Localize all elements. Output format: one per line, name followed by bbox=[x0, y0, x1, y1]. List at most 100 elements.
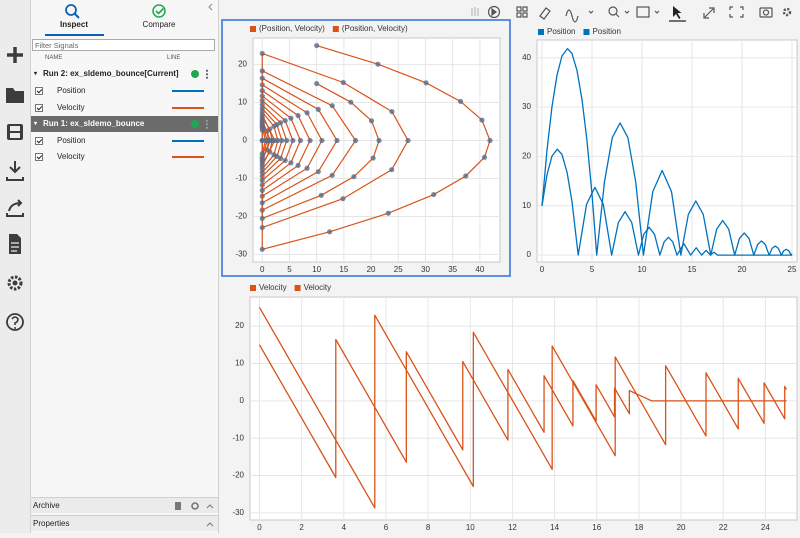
phase-marker bbox=[351, 174, 357, 180]
phase-marker bbox=[318, 192, 324, 198]
caret: ▾ bbox=[34, 71, 38, 77]
properties-section[interactable]: Properties bbox=[31, 515, 218, 531]
signal-name: Velocity bbox=[57, 103, 85, 112]
x-tick-label: 20 bbox=[738, 265, 747, 274]
x-tick-label: 10 bbox=[312, 265, 321, 274]
tab[interactable]: Compare bbox=[142, 20, 176, 29]
phase-marker bbox=[259, 50, 265, 57]
x-tick-label: 4 bbox=[342, 523, 347, 532]
phase-marker bbox=[389, 167, 395, 173]
menu[interactable] bbox=[206, 69, 208, 79]
phase-marker bbox=[463, 173, 469, 179]
checkbox[interactable] bbox=[35, 137, 43, 145]
filter-input[interactable]: Filter Signals bbox=[32, 39, 215, 51]
section-label: Archive bbox=[33, 501, 60, 510]
x-tick-label: 20 bbox=[367, 265, 376, 274]
archive-section[interactable]: Archive bbox=[31, 497, 218, 513]
phase-marker bbox=[304, 165, 310, 171]
phase-marker bbox=[259, 75, 265, 81]
x-tick-label: 40 bbox=[475, 265, 484, 274]
phase-marker bbox=[423, 80, 429, 86]
y-tick-label: 10 bbox=[522, 201, 531, 210]
line-swatch bbox=[172, 156, 204, 158]
x-tick-label: 2 bbox=[299, 523, 304, 532]
y-tick-label: 10 bbox=[238, 98, 247, 107]
run-row[interactable]: ▾ Run 2: ex_sldemo_bounce[Current] bbox=[31, 66, 218, 82]
checkbox[interactable] bbox=[35, 104, 43, 112]
x-tick-label: 15 bbox=[688, 265, 697, 274]
phase-marker bbox=[259, 88, 265, 94]
phase-marker bbox=[314, 80, 320, 87]
phase-marker bbox=[307, 137, 313, 144]
tab[interactable]: Inspect bbox=[59, 20, 88, 29]
x-tick-label: 12 bbox=[508, 523, 517, 532]
x-tick-label: 6 bbox=[384, 523, 389, 532]
series-line bbox=[258, 307, 788, 509]
signal-row[interactable]: Position bbox=[31, 83, 218, 99]
y-tick-label: 0 bbox=[243, 136, 248, 145]
y-tick-label: 40 bbox=[522, 53, 531, 62]
caret: ▾ bbox=[34, 121, 38, 127]
signal-name: Velocity bbox=[57, 152, 85, 161]
phase-marker bbox=[259, 224, 265, 231]
x-tick-label: 16 bbox=[592, 523, 601, 532]
icon-bar-icons bbox=[6, 47, 24, 331]
toolbar bbox=[471, 5, 792, 23]
x-tick-label: 20 bbox=[677, 523, 686, 532]
signal-row[interactable]: Position bbox=[31, 133, 218, 149]
line-swatch bbox=[172, 107, 204, 109]
signal-name: Position bbox=[57, 86, 86, 95]
phase-marker bbox=[368, 118, 375, 124]
phase-marker bbox=[295, 162, 301, 169]
legend-label: Velocity bbox=[259, 283, 287, 292]
x-tick-label: 0 bbox=[540, 265, 545, 274]
y-tick-label: -20 bbox=[232, 471, 244, 480]
phase-marker bbox=[314, 42, 320, 49]
phase-marker bbox=[376, 137, 382, 144]
phase-marker bbox=[284, 137, 290, 144]
phase-marker bbox=[259, 215, 265, 222]
legend-swatch bbox=[583, 29, 590, 35]
signal-row[interactable]: Velocity bbox=[31, 100, 218, 116]
run-row[interactable]: ▾ Run 1: ex_sldemo_bounce bbox=[31, 116, 218, 132]
y-tick-label: -30 bbox=[232, 508, 244, 517]
legend-swatch bbox=[294, 285, 301, 291]
column-header: LINE bbox=[167, 55, 181, 61]
phase-marker bbox=[259, 158, 265, 164]
icon-bar bbox=[0, 0, 31, 533]
phase-marker bbox=[282, 157, 288, 164]
line-swatch bbox=[172, 90, 204, 92]
phase-marker bbox=[259, 137, 265, 144]
phase-marker bbox=[479, 117, 485, 123]
phase-marker bbox=[259, 98, 265, 104]
phase-marker bbox=[329, 103, 335, 109]
phase-marker bbox=[274, 153, 280, 160]
checkbox[interactable] bbox=[35, 153, 43, 161]
status-dot bbox=[191, 70, 199, 78]
phase-marker bbox=[274, 121, 280, 128]
checkbox[interactable] bbox=[35, 87, 43, 95]
phase-marker bbox=[259, 105, 265, 112]
phase-marker bbox=[375, 61, 381, 67]
y-tick-label: 0 bbox=[527, 250, 532, 259]
phase-marker bbox=[487, 137, 493, 144]
signal-row[interactable]: Velocity bbox=[31, 149, 218, 165]
phase-marker bbox=[340, 79, 346, 86]
menu[interactable] bbox=[206, 119, 208, 129]
phase-marker bbox=[259, 68, 265, 74]
phase-marker bbox=[304, 110, 310, 116]
phase-marker bbox=[385, 210, 391, 216]
x-tick-label: 15 bbox=[339, 265, 348, 274]
line-swatch bbox=[172, 140, 204, 142]
phase-marker bbox=[319, 137, 325, 144]
x-tick-label: 8 bbox=[426, 523, 431, 532]
series-line bbox=[541, 148, 792, 256]
legend-label: (Position, Velocity) bbox=[259, 24, 325, 33]
phase-marker bbox=[327, 229, 333, 235]
y-tick-label: 30 bbox=[522, 102, 531, 111]
phase-marker bbox=[315, 106, 321, 112]
phase-marker bbox=[259, 177, 265, 184]
selected-plot-border bbox=[221, 19, 511, 277]
phase-marker bbox=[259, 187, 265, 193]
